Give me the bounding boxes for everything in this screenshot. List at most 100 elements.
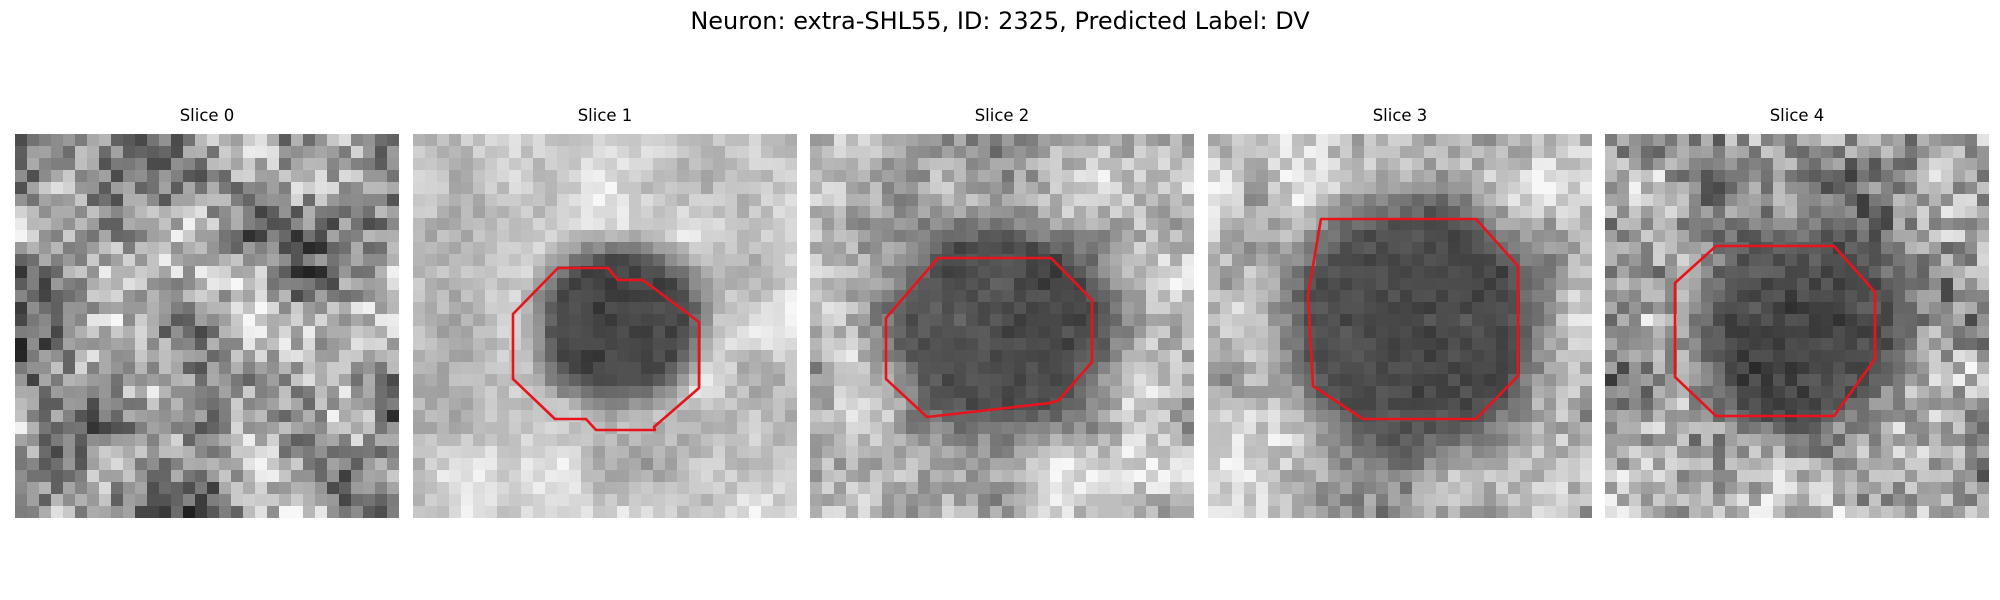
pixel (1098, 410, 1111, 423)
pixel (1268, 302, 1281, 315)
pixel (1737, 182, 1750, 195)
pixel (1062, 362, 1075, 375)
pixel (1965, 434, 1978, 447)
pixel (1929, 278, 1942, 291)
pixel (1328, 386, 1341, 399)
pixel (1544, 230, 1557, 243)
pixel (1316, 362, 1329, 375)
pixel (1929, 170, 1942, 183)
pixel (653, 278, 666, 291)
pixel (1424, 506, 1437, 518)
pixel (918, 206, 931, 219)
pixel (1038, 362, 1051, 375)
pixel (1388, 338, 1401, 351)
pixel (1929, 386, 1942, 399)
pixel (339, 446, 352, 459)
pixel (1556, 374, 1569, 387)
pixel (437, 398, 450, 411)
pixel (1460, 230, 1473, 243)
pixel (509, 494, 522, 507)
pixel (1292, 242, 1305, 255)
pixel (171, 482, 184, 495)
pixel (569, 194, 582, 207)
pixel (1328, 482, 1341, 495)
pixel (303, 206, 316, 219)
pixel (1182, 482, 1194, 495)
pixel (1412, 218, 1425, 231)
pixel (375, 302, 388, 315)
pixel (773, 506, 786, 518)
pixel (87, 410, 100, 423)
pixel (171, 206, 184, 219)
pixel (1256, 266, 1269, 279)
pixel (497, 470, 510, 483)
pixel (1556, 494, 1569, 507)
pixel (1737, 386, 1750, 399)
pixel (147, 254, 160, 267)
pixel (1761, 302, 1774, 315)
pixel (1280, 386, 1293, 399)
pixel (437, 434, 450, 447)
pixel (521, 302, 534, 315)
pixel (882, 182, 895, 195)
pixel (111, 374, 124, 387)
pixel (1170, 506, 1183, 518)
pixel (1472, 134, 1485, 147)
pixel (858, 206, 871, 219)
pixel (135, 506, 148, 518)
pixel (1520, 338, 1533, 351)
pixel (846, 422, 859, 435)
pixel (1376, 362, 1389, 375)
pixel (1484, 302, 1497, 315)
pixel (1953, 182, 1966, 195)
pixel (906, 206, 919, 219)
pixel (773, 338, 786, 351)
pixel (1629, 134, 1642, 147)
pixel (1328, 134, 1341, 147)
pixel (1905, 242, 1918, 255)
pixel (195, 410, 208, 423)
pixel (1749, 374, 1762, 387)
pixel (1809, 422, 1822, 435)
pixel (279, 254, 292, 267)
pixel (1232, 374, 1245, 387)
pixel (761, 470, 774, 483)
pixel (413, 434, 426, 447)
pixel (641, 146, 654, 159)
pixel (1208, 506, 1221, 518)
pixel (473, 182, 486, 195)
pixel (882, 230, 895, 243)
pixel (1220, 134, 1233, 147)
pixel (1098, 218, 1111, 231)
pixel (1460, 338, 1473, 351)
pixel (1220, 386, 1233, 399)
pixel (1532, 422, 1545, 435)
pixel (1833, 278, 1846, 291)
pixel (1110, 326, 1123, 339)
pixel (966, 446, 979, 459)
pixel (1556, 338, 1569, 351)
pixel (1146, 398, 1159, 411)
pixel (1050, 254, 1063, 267)
pixel (387, 194, 399, 207)
pixel (1424, 242, 1437, 255)
pixel (1725, 134, 1738, 147)
pixel (1328, 242, 1341, 255)
pixel (51, 506, 64, 518)
pixel (1845, 146, 1858, 159)
pixel (966, 146, 979, 159)
pixel (617, 158, 630, 171)
pixel (1268, 242, 1281, 255)
pixel (1857, 302, 1870, 315)
pixel (954, 266, 967, 279)
pixel (1568, 182, 1581, 195)
pixel (39, 134, 52, 147)
pixel (978, 278, 991, 291)
pixel (1520, 434, 1533, 447)
pixel (1737, 242, 1750, 255)
pixel (641, 266, 654, 279)
pixel (1821, 326, 1834, 339)
pixel (1725, 218, 1738, 231)
pixel (1496, 194, 1509, 207)
pixel (1472, 338, 1485, 351)
